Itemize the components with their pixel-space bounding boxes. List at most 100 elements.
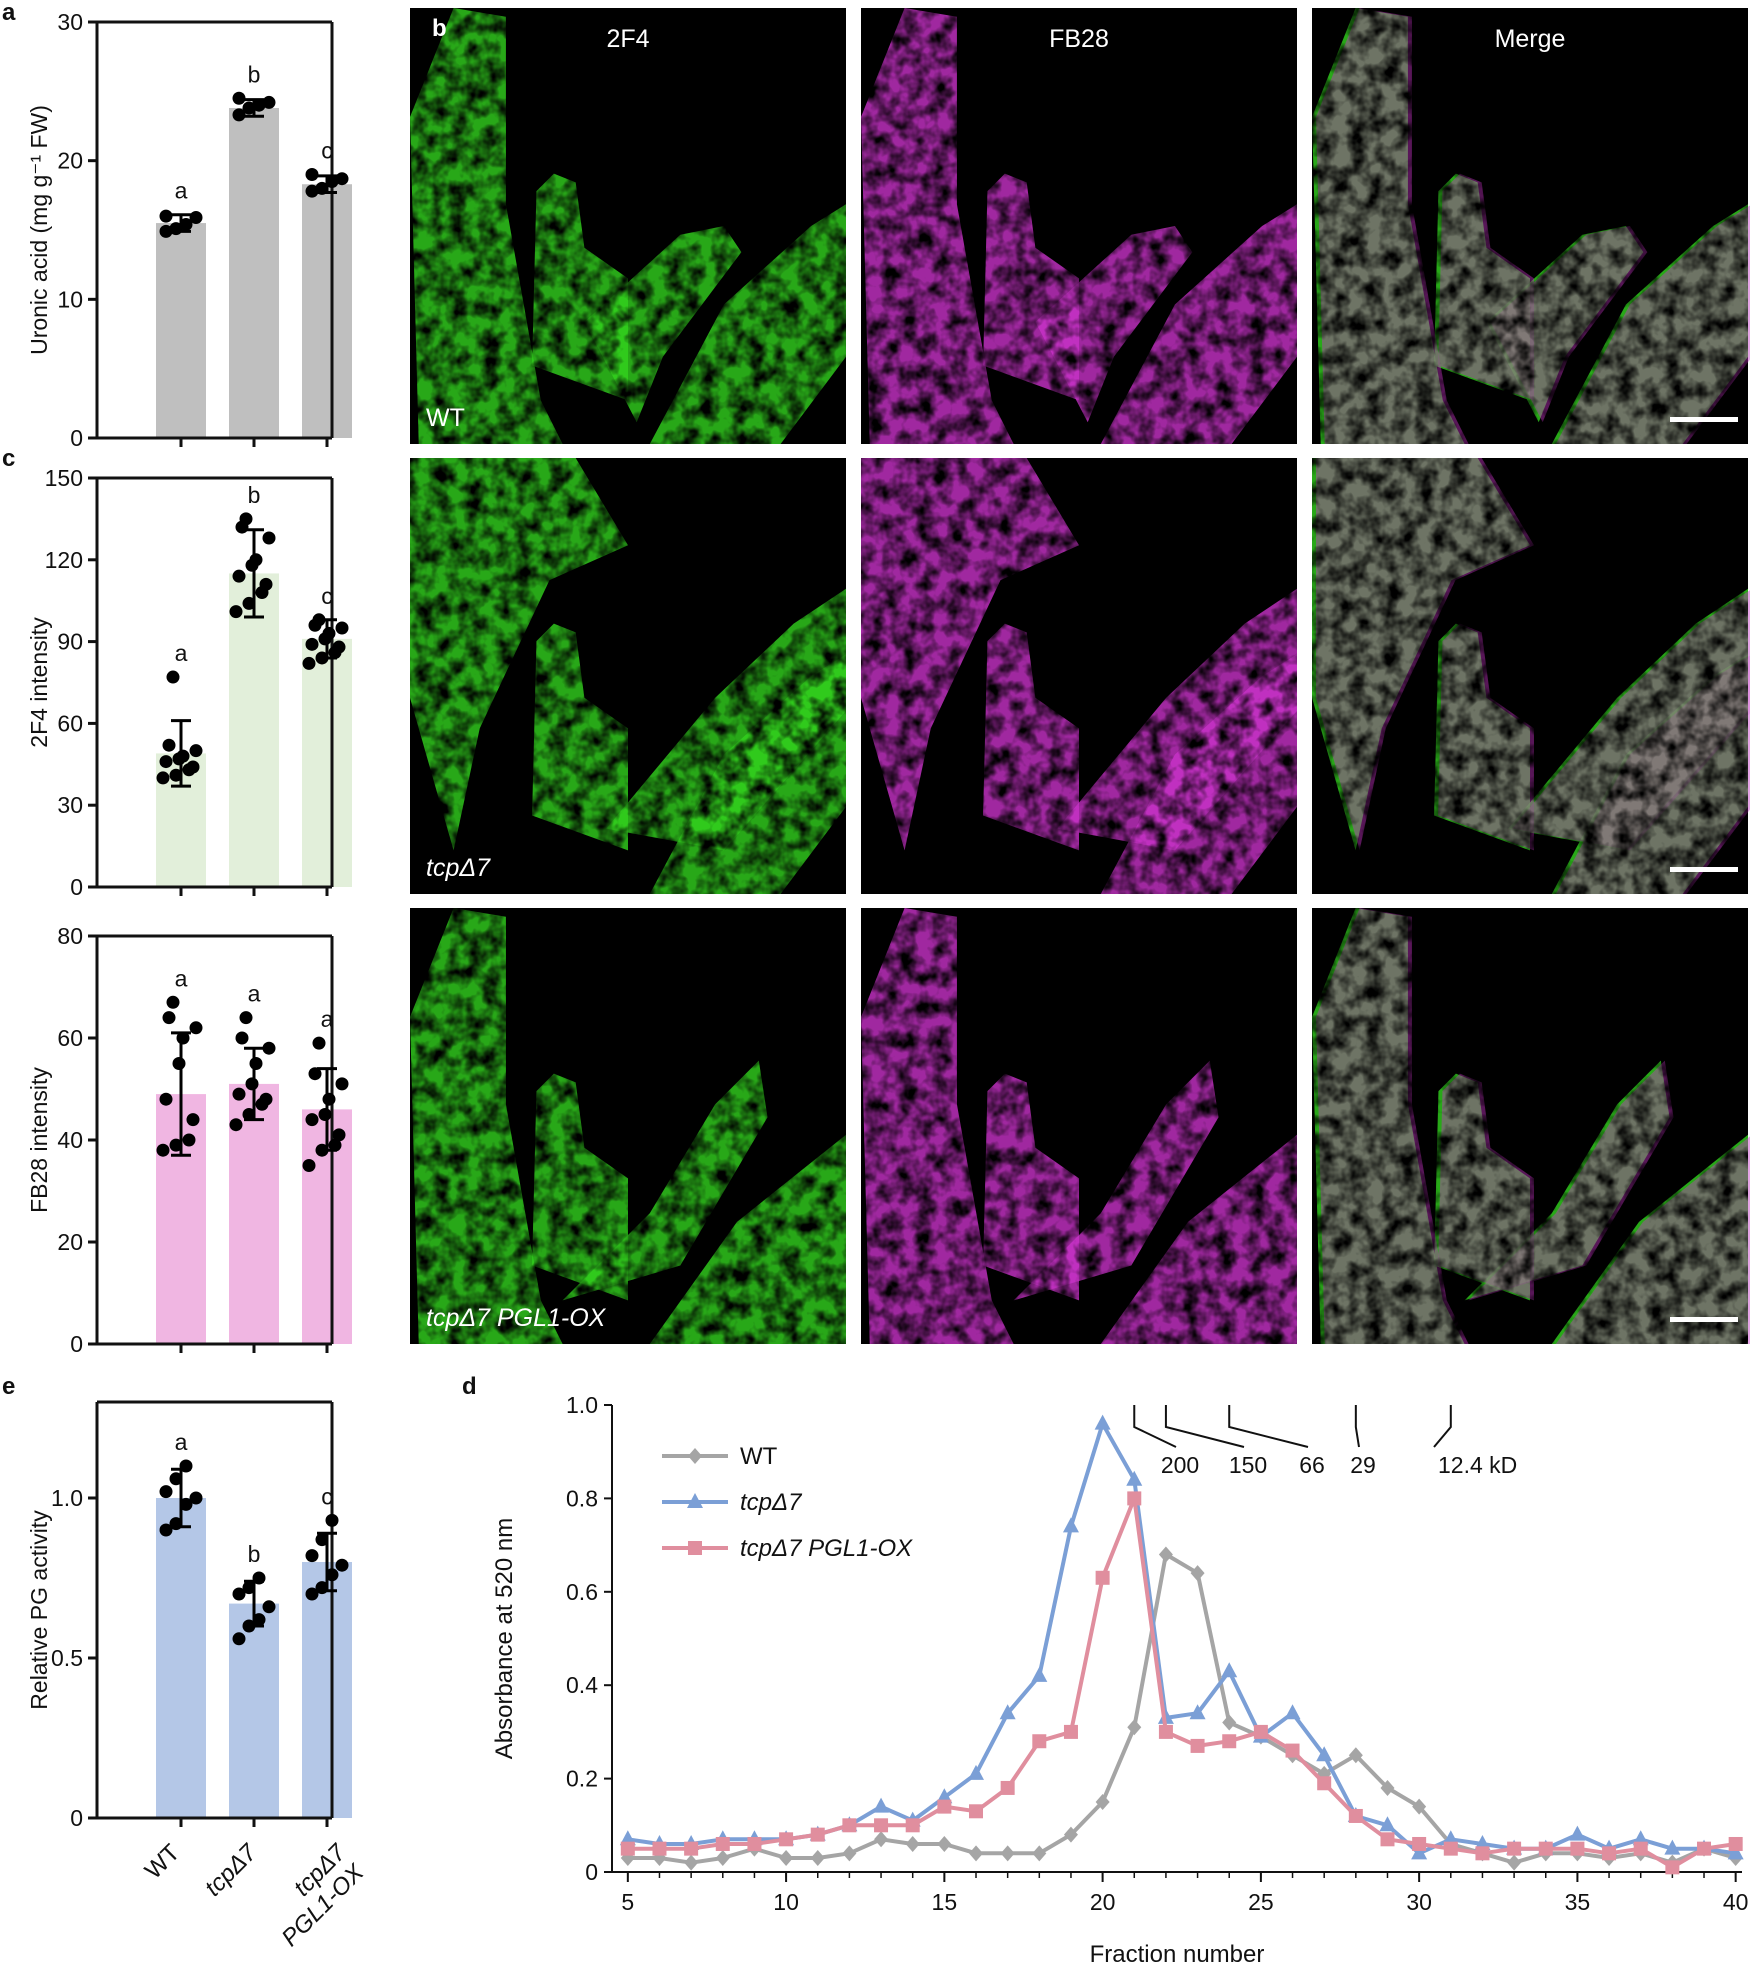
data-point: [239, 512, 253, 526]
cell-texture: [861, 908, 1297, 1344]
micrograph-grid: WT tcpΔ7 tcpΔ7 PGL1-OX 2F4 FB28 Merge: [410, 8, 1750, 1344]
data-point: [232, 569, 246, 583]
mw-marker-line: [1354, 1405, 1360, 1448]
data-point: [325, 174, 339, 188]
data-point: [179, 217, 193, 231]
legend-label: tcpΔ7: [740, 1489, 803, 1516]
data-point: [229, 1118, 243, 1132]
y-tick-label: 60: [57, 1025, 83, 1051]
genotype-label: WT: [426, 404, 465, 432]
y-tick-label: 0.6: [566, 1579, 598, 1605]
data-point-square: [842, 1818, 857, 1833]
micrograph-column-title: 2F4: [606, 25, 649, 53]
data-point-triangle: [1569, 1825, 1586, 1841]
data-point-diamond: [779, 1849, 794, 1866]
genotype-label: tcpΔ7 PGL1-OX: [426, 1304, 607, 1332]
panel-letter-a: a: [2, 0, 16, 26]
data-point: [232, 91, 246, 105]
scale-bar: [1670, 867, 1738, 872]
data-point: [179, 1497, 193, 1511]
data-point: [305, 1113, 319, 1127]
data-point: [159, 224, 173, 238]
y-tick-label: 0: [585, 1859, 598, 1885]
data-point-diamond: [1190, 1565, 1205, 1582]
data-point: [172, 1057, 186, 1070]
data-point-diamond: [1063, 1826, 1078, 1843]
series-line: [627, 1552, 1737, 1865]
x-tick-label: 40: [1723, 1889, 1749, 1915]
scale-bar: [1670, 1317, 1738, 1322]
data-point-diamond: [1127, 1719, 1142, 1736]
data-point-square: [905, 1818, 920, 1833]
data-point-diamond: [1000, 1845, 1015, 1862]
data-point: [322, 626, 336, 640]
data-point-square: [1665, 1860, 1680, 1875]
legend-label: tcpΔ7 PGL1-OX: [740, 1535, 913, 1562]
data-point-triangle: [1031, 1666, 1048, 1682]
data-point-square: [620, 1841, 635, 1856]
data-point-triangle: [999, 1704, 1016, 1720]
data-point-square: [1570, 1841, 1585, 1856]
data-point-diamond: [1095, 1793, 1110, 1810]
cell-texture: [861, 458, 1297, 894]
data-point-square: [1412, 1836, 1427, 1851]
y-axis-label: 2F4 intensity: [26, 617, 52, 748]
data-point-square: [1728, 1836, 1743, 1851]
data-point-square: [1697, 1841, 1712, 1856]
series-1: [619, 1414, 1744, 1860]
y-tick-label: 40: [57, 1127, 83, 1153]
y-tick-label: 0: [70, 425, 83, 451]
legend-label: WT: [740, 1443, 778, 1470]
data-point-diamond: [1032, 1845, 1047, 1862]
data-point: [169, 768, 183, 782]
data-point-diamond: [1348, 1747, 1363, 1764]
mw-marker-label: 29: [1350, 1452, 1376, 1478]
y-tick-label: 1.0: [51, 1485, 83, 1511]
data-point: [305, 637, 319, 651]
data-point: [189, 1491, 203, 1505]
data-point: [318, 1108, 332, 1121]
data-point: [308, 1067, 322, 1081]
series-0: [620, 1546, 1743, 1871]
data-point: [328, 1138, 342, 1152]
data-point-triangle: [1442, 1830, 1459, 1846]
data-point: [235, 1031, 249, 1045]
y-tick-label: 30: [57, 792, 83, 818]
mw-marker-label: 12.4 kD: [1438, 1452, 1517, 1478]
data-point-square: [1633, 1841, 1648, 1856]
data-point: [239, 1011, 253, 1025]
data-point-diamond: [842, 1845, 857, 1862]
data-point-diamond: [937, 1835, 952, 1852]
data-point-diamond: [905, 1835, 920, 1852]
cell-texture: [1312, 458, 1748, 894]
data-point-square: [1095, 1570, 1110, 1585]
data-point-square: [937, 1799, 952, 1814]
data-point-square: [684, 1841, 699, 1856]
mw-marker-label: 200: [1161, 1452, 1199, 1478]
data-point: [252, 1613, 266, 1627]
mw-marker-label: 150: [1229, 1452, 1267, 1478]
data-point-diamond: [1412, 1798, 1427, 1815]
data-point: [189, 744, 203, 758]
data-point-square: [810, 1827, 825, 1842]
data-point: [189, 1021, 203, 1035]
x-tick-label: 15: [932, 1889, 958, 1915]
cell-texture: [410, 908, 846, 1344]
data-point: [249, 553, 263, 567]
data-point-square: [1063, 1724, 1078, 1739]
data-point-triangle: [873, 1797, 890, 1813]
data-point-square: [969, 1804, 984, 1819]
significance-letter: a: [321, 1006, 334, 1032]
data-point: [262, 1041, 276, 1055]
data-point-triangle: [687, 1493, 703, 1508]
genotype-label: tcpΔ7: [426, 854, 491, 882]
data-point-square: [1602, 1846, 1617, 1861]
micrograph-1-1: [861, 458, 1297, 894]
category-label-wt: WT: [140, 1839, 186, 1885]
data-point-square: [1000, 1780, 1015, 1795]
y-tick-label: 0.8: [566, 1485, 598, 1511]
micrograph-1-2: [1312, 458, 1750, 894]
data-point-triangle: [1126, 1470, 1143, 1486]
data-point-diamond: [969, 1845, 984, 1862]
